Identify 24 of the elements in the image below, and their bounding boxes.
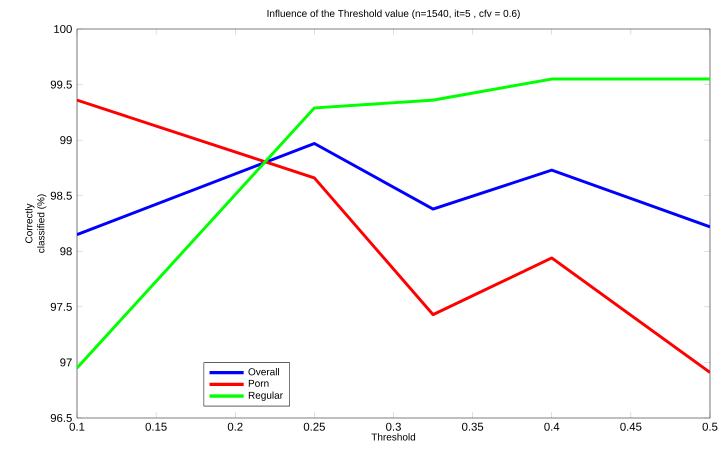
x-tick-label: 0.45 xyxy=(620,422,642,431)
legend-label: Porn xyxy=(248,380,268,387)
chart-title: Influence of the Threshold value (n=1540, it=5 , cfv = 0.6) xyxy=(268,10,520,19)
legend-label: Overall xyxy=(248,368,280,376)
x-tick-label: 0.4 xyxy=(544,422,560,431)
legend-label: Regular xyxy=(248,391,283,401)
y-tick-label: 96.5 xyxy=(50,414,72,422)
y-tick-label: 100 xyxy=(54,24,72,34)
y-tick-label: 97.5 xyxy=(50,302,72,311)
y-tick-label: 99.5 xyxy=(50,80,72,89)
y-tick-label: 97 xyxy=(60,358,72,366)
x-tick-label: 0.1 xyxy=(70,422,84,431)
y-tick-label: 98.5 xyxy=(50,192,72,200)
x-tick-label: 0.5 xyxy=(702,422,718,431)
line-series xyxy=(77,142,710,236)
x-tick-label: 0.35 xyxy=(462,422,484,431)
y-tick-label: 99 xyxy=(60,136,72,144)
x-tick-label: 0.15 xyxy=(146,422,167,431)
x-tick-label: 0.25 xyxy=(304,422,325,431)
x-tick-label: 0.3 xyxy=(386,422,401,431)
y-tick-label: 98 xyxy=(60,247,72,256)
y-axis-title: Correctly classified (%) xyxy=(25,194,46,253)
x-tick-label: 0.2 xyxy=(228,422,243,431)
x-axis-title: Threshold xyxy=(372,433,416,441)
